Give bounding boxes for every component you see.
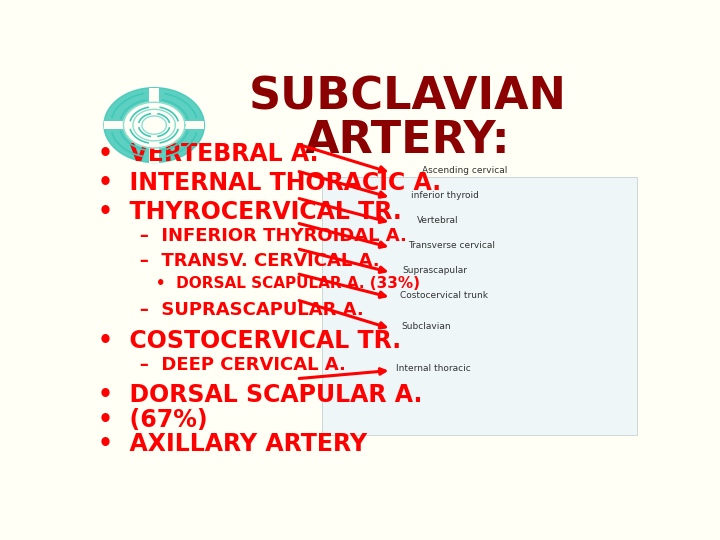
- Text: •  THYROCERVICAL TR.: • THYROCERVICAL TR.: [99, 200, 402, 224]
- Text: SUBCLAVIAN: SUBCLAVIAN: [249, 75, 567, 118]
- Text: Transverse cervical: Transverse cervical: [408, 241, 495, 250]
- Text: •  (67%): • (67%): [99, 408, 208, 432]
- Text: Internal thoracic: Internal thoracic: [396, 364, 471, 373]
- Polygon shape: [133, 109, 176, 141]
- Text: –  SUPRASCAPULAR A.: – SUPRASCAPULAR A.: [121, 301, 364, 319]
- Text: •  INTERNAL THORACIC A.: • INTERNAL THORACIC A.: [99, 171, 441, 195]
- Text: •  VERTEBRAL A.: • VERTEBRAL A.: [99, 141, 319, 166]
- Polygon shape: [142, 116, 166, 134]
- Text: Vertebral: Vertebral: [416, 216, 458, 225]
- Bar: [104, 122, 204, 129]
- Text: •  COSTOCERVICAL TR.: • COSTOCERVICAL TR.: [99, 329, 402, 353]
- FancyBboxPatch shape: [322, 177, 637, 435]
- Text: –  DEEP CERVICAL A.: – DEEP CERVICAL A.: [121, 356, 346, 374]
- Text: •  DORSAL SCAPULAR A. (33%): • DORSAL SCAPULAR A. (33%): [140, 276, 420, 291]
- Text: inferior thyroid: inferior thyroid: [411, 191, 479, 200]
- Text: Suprascapular: Suprascapular: [402, 266, 467, 275]
- Text: Subclavian: Subclavian: [401, 322, 451, 331]
- Bar: [149, 87, 159, 163]
- Polygon shape: [124, 102, 185, 148]
- Polygon shape: [104, 87, 204, 163]
- Text: ARTERY:: ARTERY:: [305, 119, 511, 162]
- Text: Costocervical trunk: Costocervical trunk: [400, 291, 487, 300]
- Text: •  AXILLARY ARTERY: • AXILLARY ARTERY: [99, 431, 367, 456]
- Text: –  TRANSV. CERVICAL A.: – TRANSV. CERVICAL A.: [121, 252, 379, 270]
- Text: Ascending cervical: Ascending cervical: [422, 166, 508, 176]
- Text: •  DORSAL SCAPULAR A.: • DORSAL SCAPULAR A.: [99, 383, 423, 407]
- Text: –  INFERIOR THYROIDAL A.: – INFERIOR THYROIDAL A.: [121, 227, 407, 245]
